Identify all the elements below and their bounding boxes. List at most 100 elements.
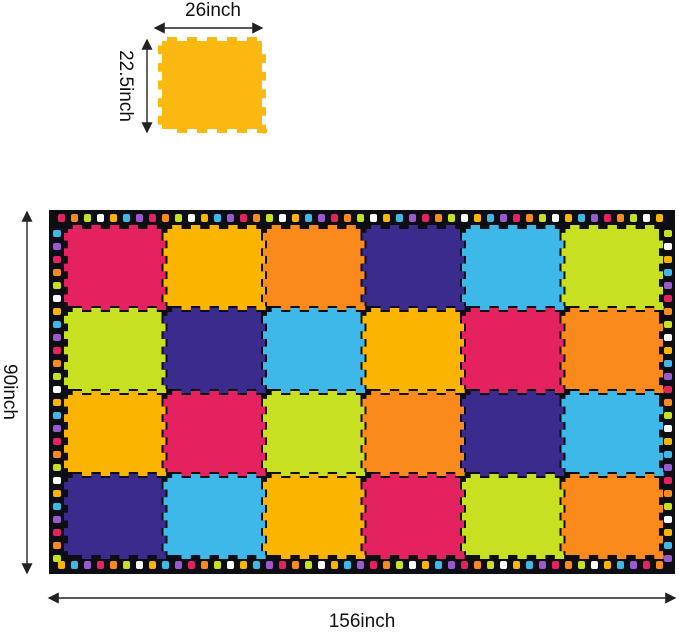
tile-tab	[64, 232, 68, 241]
border-letter	[357, 561, 364, 569]
tile-tab	[161, 468, 166, 476]
border-letter	[664, 490, 672, 497]
tile-tab	[460, 302, 464, 310]
tile-tab	[427, 225, 437, 229]
tile-tab	[362, 232, 367, 241]
tile-tab	[561, 398, 566, 407]
border-letter	[123, 214, 130, 222]
tile-tab	[579, 555, 589, 559]
tile-tab	[281, 472, 291, 476]
border-letter	[292, 214, 299, 222]
tile-tab	[161, 421, 166, 430]
border-letter	[266, 561, 273, 569]
border-letter	[448, 561, 455, 569]
border-letter	[664, 412, 672, 419]
tile-tab	[561, 377, 566, 386]
border-letter	[53, 230, 61, 237]
border-letter	[664, 269, 672, 276]
border-letter	[201, 214, 208, 222]
tile-tab	[659, 240, 663, 249]
tile-tab	[559, 323, 564, 332]
tile	[466, 229, 560, 306]
tile-tab	[271, 308, 282, 312]
tile-tab	[362, 315, 367, 324]
border-letter	[214, 561, 221, 569]
border-letter	[227, 561, 234, 569]
tile-tab	[161, 452, 166, 461]
tile-tab	[436, 389, 446, 393]
tile-tab	[371, 225, 381, 229]
tile-tab	[309, 225, 319, 229]
border-letter	[71, 214, 78, 222]
tile-tab	[517, 555, 527, 559]
border-letter	[331, 214, 338, 222]
tile-tab	[635, 389, 645, 393]
tile-tab	[462, 263, 466, 272]
tile-tab	[263, 346, 267, 355]
tile-tab	[187, 37, 197, 41]
tile-tab	[417, 306, 428, 310]
tile-tab	[318, 389, 328, 393]
tile-tab	[561, 279, 566, 287]
tile-tab	[644, 391, 655, 395]
tile-tab	[460, 338, 464, 347]
tile-tab	[561, 512, 566, 521]
tile-tab	[177, 129, 187, 133]
tile-tab	[462, 232, 466, 241]
tile-tab	[281, 389, 291, 393]
tile-tab	[261, 255, 265, 264]
tile-tab	[462, 315, 466, 324]
tile-tab	[163, 528, 168, 536]
border-letter	[664, 542, 672, 549]
border-letter	[664, 399, 672, 406]
tile-tab	[362, 460, 367, 469]
tile-tab	[445, 308, 456, 312]
tile-tab	[659, 369, 663, 378]
border-letter	[448, 214, 455, 222]
border-letter	[53, 386, 61, 393]
tile-tab	[263, 279, 267, 287]
border-letter	[136, 561, 143, 569]
tile-tab	[263, 331, 267, 339]
tile-tab	[559, 240, 564, 249]
tile-tab	[147, 225, 157, 229]
border-letter	[58, 561, 65, 569]
border-letter	[435, 214, 442, 222]
tile-tab	[64, 429, 68, 438]
border-letter	[188, 561, 195, 569]
tile-tab	[561, 429, 566, 438]
tile-tab	[460, 504, 464, 513]
border-letter	[279, 214, 286, 222]
border-letter	[58, 214, 65, 222]
border-letter	[526, 214, 533, 222]
tile-tab	[64, 377, 68, 386]
tile-tab	[147, 474, 157, 478]
border-letter	[474, 561, 481, 569]
border-letter	[344, 214, 351, 222]
tile-tab	[161, 437, 166, 446]
tile-tab	[436, 472, 446, 476]
tile-tab	[460, 421, 464, 430]
tile-tab	[163, 331, 168, 339]
tile-tab	[299, 306, 310, 310]
tile-tab	[445, 391, 456, 395]
border-letter	[240, 214, 247, 222]
tile-tab	[626, 308, 636, 312]
tile-tab	[218, 306, 229, 310]
border-letter	[162, 561, 169, 569]
tile-tab	[163, 429, 168, 438]
tile-tab	[263, 263, 267, 272]
tile-tab	[561, 497, 566, 505]
tile	[565, 229, 659, 306]
tile-tab	[659, 338, 663, 347]
tile	[267, 395, 361, 472]
tile-tab	[161, 385, 166, 393]
tile-tab	[462, 512, 466, 521]
tile-tab	[470, 391, 481, 395]
tile-tab	[200, 555, 210, 559]
border-letter	[305, 214, 312, 222]
border-letter	[357, 214, 364, 222]
tile-tab	[161, 323, 166, 332]
border-letter	[162, 214, 169, 222]
tile-tab	[64, 543, 68, 552]
